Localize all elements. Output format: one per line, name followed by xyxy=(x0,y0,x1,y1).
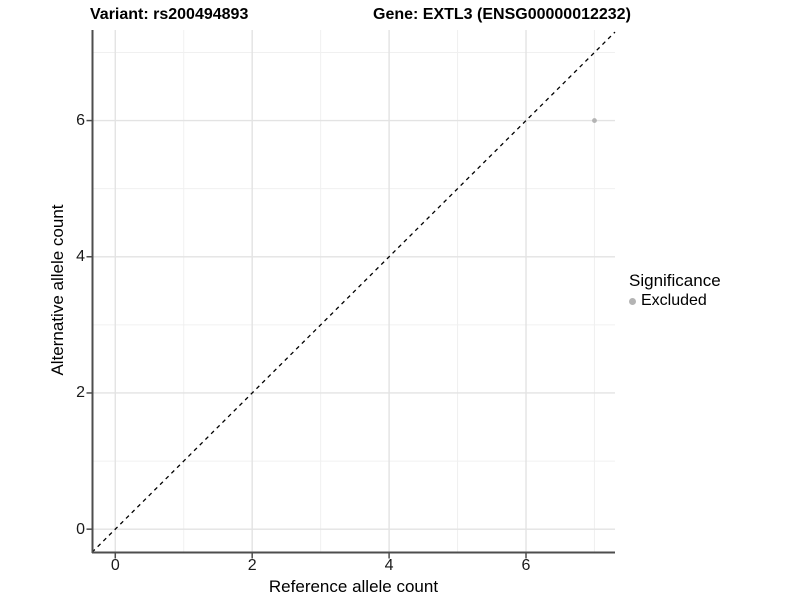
y-tick-label: 0 xyxy=(76,520,85,538)
x-axis-title: Reference allele count xyxy=(268,577,439,596)
y-tick-label: 6 xyxy=(76,112,85,130)
x-tick-label: 0 xyxy=(110,557,120,574)
x-tick-label: 2 xyxy=(247,557,257,574)
x-tick-label: 6 xyxy=(521,557,531,574)
gene-title: Gene: EXTL3 (ENSG00000012232) xyxy=(373,6,631,23)
x-tick-label: 4 xyxy=(384,557,394,574)
legend: Significance Excluded xyxy=(629,271,721,310)
legend-point-swatch xyxy=(629,297,636,305)
variant-title: Variant: rs200494893 xyxy=(90,6,249,23)
y-tick-label: 2 xyxy=(76,384,85,402)
data-point xyxy=(592,118,597,123)
plot-panel xyxy=(86,30,616,559)
y-tick-label: 4 xyxy=(76,248,85,266)
legend-item-label: Excluded xyxy=(641,292,707,309)
identity-dashed-line xyxy=(91,31,616,553)
legend-title: Significance xyxy=(629,271,721,290)
plot-panel-canvas xyxy=(86,30,616,559)
legend-item-excluded: Excluded xyxy=(629,292,721,310)
